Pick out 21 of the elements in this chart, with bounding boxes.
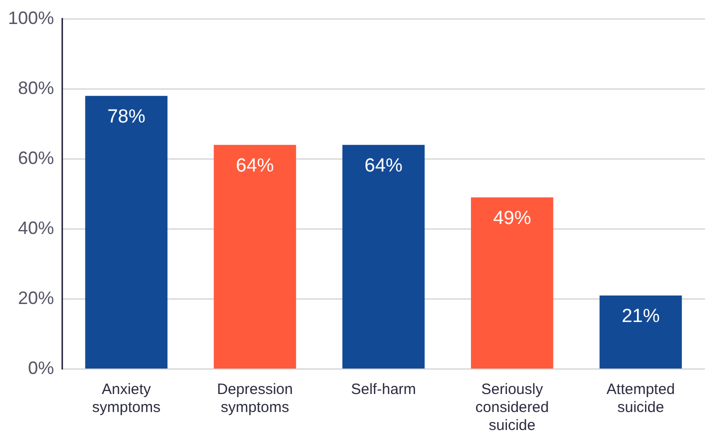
y-tick-label: 80% [18, 78, 54, 98]
y-tick-label: 0% [28, 358, 54, 378]
data-label: 64% [236, 156, 274, 177]
x-tick-label: Depression symptoms [216, 381, 293, 416]
bar [85, 96, 168, 368]
y-tick-label: 40% [18, 218, 54, 238]
y-tick-label: 100% [8, 8, 54, 28]
bar [214, 144, 296, 368]
data-label: 21% [622, 306, 660, 328]
bar [600, 295, 682, 368]
data-label: 49% [493, 208, 532, 230]
y-tick-label: 20% [18, 288, 54, 308]
x-tick-label: Self-harm [351, 381, 416, 398]
x-tick-label: Anxiety symptoms [92, 381, 161, 416]
x-tick-label: Attempted suicide [606, 381, 675, 416]
x-tick-label: Seriously considered suicide [475, 381, 549, 434]
data-label: 64% [364, 156, 403, 177]
y-tick-label: 60% [18, 148, 54, 168]
bar [342, 144, 425, 368]
bar [470, 197, 554, 368]
data-label: 78% [107, 106, 146, 128]
